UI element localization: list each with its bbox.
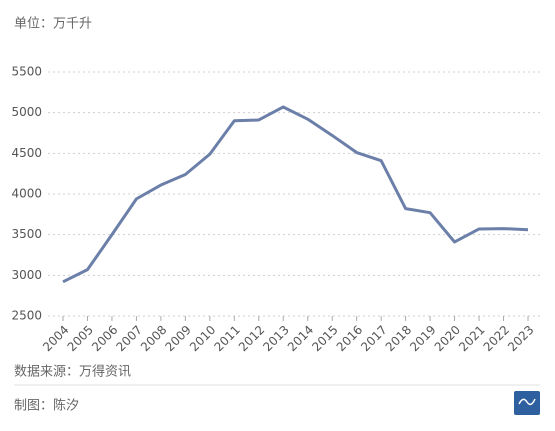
y-tick-label: 5500 [11,65,42,79]
unit-label: 单位：万千升 [14,17,92,32]
y-tick-label: 2500 [11,309,42,323]
y-tick-label: 4500 [11,146,42,160]
logo-mark [518,398,536,406]
y-tick-label: 5000 [11,105,42,119]
y-tick-label: 4000 [11,187,42,201]
y-tick-label: 3000 [11,268,42,282]
source: 数据来源：万得资讯 [14,364,131,380]
credit: 制图：陈汐 [14,398,79,414]
y-tick-label: 3500 [11,227,42,241]
data-line [62,105,529,284]
